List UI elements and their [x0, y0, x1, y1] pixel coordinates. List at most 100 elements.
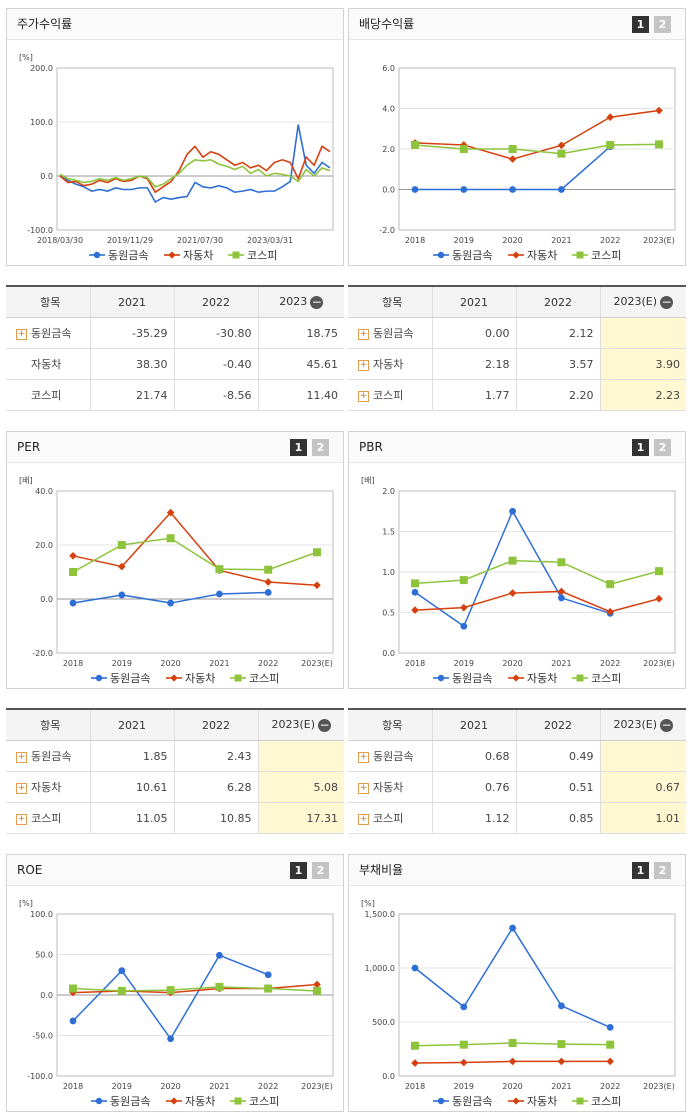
data-point — [411, 186, 419, 193]
data-point — [118, 562, 126, 571]
data-point — [460, 1058, 468, 1067]
view-2-button[interactable]: 2 — [654, 439, 671, 456]
column-header-label: 항목 — [40, 719, 61, 732]
column-header-label: 2023 — [279, 295, 308, 309]
legend-marker — [437, 674, 445, 682]
view-2-button[interactable]: 2 — [312, 439, 329, 456]
table-row: + 코스피 1.12 0.85 1.01 — [348, 802, 686, 834]
data-point — [118, 591, 126, 599]
table-row: + 코스피 1.77 2.20 2.23 — [348, 379, 686, 411]
data-point — [459, 576, 468, 585]
view-1-button[interactable]: 1 — [290, 439, 307, 456]
view-1-button[interactable]: 1 — [290, 862, 307, 879]
y-tick-label: 100.0 — [30, 118, 53, 127]
data-point — [166, 986, 175, 995]
table-cell — [257, 740, 344, 772]
table-cell: 2.12 — [515, 317, 600, 349]
table-cell: 3.57 — [515, 348, 600, 380]
expand-plus-icon[interactable]: + — [358, 359, 369, 371]
table-cell: 2.23 — [599, 379, 686, 411]
table-cell: -30.80 — [173, 317, 258, 349]
y-tick-label: 1,500.0 — [364, 910, 395, 919]
table-div: 항목 2021 2022 2023(E) − + 동원금속 0.00 2.12 + 자동차 2.18 3… — [348, 285, 686, 411]
view-2-button[interactable]: 2 — [654, 862, 671, 879]
data-point — [460, 186, 468, 193]
data-point — [606, 580, 615, 589]
expand-plus-icon[interactable]: + — [358, 328, 369, 340]
panel-title: PER — [17, 440, 41, 454]
unit-label: [배] — [19, 476, 33, 485]
y-tick-label: -50.0 — [32, 1032, 53, 1041]
x-tick-label: 2021 — [551, 1082, 571, 1091]
table-cell: 0.68 — [431, 740, 516, 772]
table-row: 자동차 38.30 -0.40 45.61 — [6, 348, 344, 380]
table-cell: -35.29 — [89, 317, 174, 349]
y-tick-label: 2.0 — [382, 487, 395, 496]
column-header: 2021 — [89, 709, 174, 741]
data-point — [557, 149, 566, 158]
table-cell: 18.75 — [257, 317, 344, 349]
table-cell: 1.77 — [431, 379, 516, 411]
expand-plus-icon[interactable]: + — [358, 813, 369, 825]
x-tick-label: 2022 — [258, 1082, 278, 1091]
data-point — [509, 186, 516, 193]
data-point — [167, 1035, 175, 1043]
legend-label: 자동차 — [527, 672, 557, 685]
data-point — [166, 534, 175, 543]
panel-roe: ROE 1 2 [%] 100.0 50.0 0.0 -50.0 -100.0 2018 20… — [6, 854, 344, 1112]
view-2-button[interactable]: 2 — [312, 862, 329, 879]
expand-plus-icon[interactable]: + — [16, 782, 27, 794]
collapse-minus-icon[interactable]: − — [660, 717, 674, 732]
x-tick-label: 2018 — [63, 1082, 83, 1091]
legend-label: 동원금속 — [452, 672, 492, 685]
plot-area — [56, 67, 334, 231]
view-1-button[interactable]: 1 — [632, 439, 649, 456]
chart-pbr: [배] 2.0 1.5 1.0 0.5 0.0 2018 2019 2020 2021 2022 20… — [361, 476, 676, 685]
legend-label: 코스피 — [591, 672, 621, 685]
data-point — [509, 924, 516, 932]
y-tick-label: 1,000.0 — [364, 964, 395, 973]
x-tick-label: 2018/03/30 — [37, 236, 83, 245]
table-cell — [599, 317, 686, 349]
data-point — [69, 1017, 77, 1025]
column-header: 항목 — [6, 286, 90, 318]
expand-plus-icon[interactable]: + — [16, 328, 27, 340]
expand-plus-icon[interactable]: + — [16, 751, 27, 763]
expand-plus-icon[interactable]: + — [358, 390, 369, 402]
expand-plus-icon[interactable]: + — [16, 813, 27, 825]
data-point — [558, 186, 565, 193]
column-header: 2021 — [89, 286, 174, 318]
row-label: + 동원금속 — [348, 317, 432, 349]
legend-marker — [512, 674, 520, 682]
data-point — [606, 113, 614, 122]
series-line-2 — [72, 986, 318, 992]
column-header: 2021 — [431, 709, 516, 741]
x-tick-label: 2018 — [405, 659, 425, 668]
table-cell: 6.28 — [173, 771, 258, 803]
data-point — [606, 607, 614, 616]
row-label-text: 자동차 — [373, 358, 404, 371]
y-tick-label: 0.0 — [40, 595, 53, 604]
collapse-minus-icon[interactable]: − — [310, 294, 324, 309]
x-tick-label: 2023(E) — [301, 659, 333, 668]
y-tick-label: 0.0 — [40, 172, 53, 181]
view-2-button[interactable]: 2 — [654, 16, 671, 33]
panel-title: 부채비율 — [359, 863, 404, 877]
view-1-button[interactable]: 1 — [632, 862, 649, 879]
y-tick-label: -2.0 — [379, 226, 395, 235]
data-point — [411, 606, 419, 614]
collapse-minus-icon[interactable]: − — [660, 294, 674, 309]
table-cell: 10.85 — [173, 802, 258, 834]
collapse-minus-icon[interactable]: − — [318, 717, 332, 732]
expand-plus-icon[interactable]: + — [358, 751, 369, 763]
expand-plus-icon[interactable]: + — [358, 782, 369, 794]
view-1-button[interactable]: 1 — [632, 16, 649, 33]
legend-label: 코스피 — [249, 672, 279, 685]
table-cell: 3.90 — [599, 348, 686, 380]
row-label: 자동차 — [6, 348, 90, 380]
unit-label: [배] — [361, 476, 375, 485]
x-tick-label: 2019 — [454, 659, 474, 668]
data-point — [313, 980, 321, 989]
panel-div: 배당수익률 1 2 6.0 4.0 2.0 0.0 -2.0 2018 2019 2020 20… — [348, 8, 686, 266]
row-label-text: 코스피 — [31, 812, 62, 825]
